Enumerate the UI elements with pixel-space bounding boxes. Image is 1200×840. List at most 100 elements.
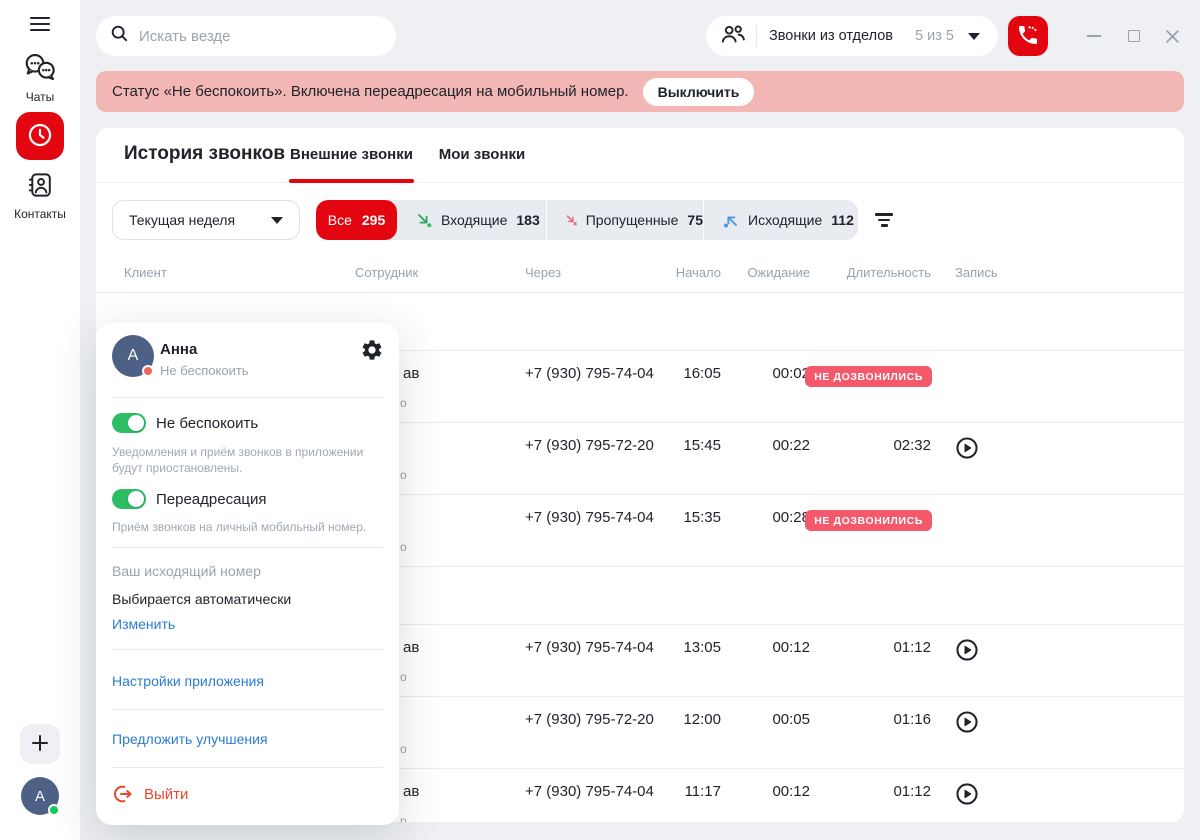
close-button[interactable] [1162, 27, 1182, 45]
banner-text: Статус «Не беспокоить». Включена переадр… [112, 83, 629, 100]
dnd-toggle-label: Не беспокоить [156, 415, 259, 432]
minimize-icon [1087, 35, 1101, 37]
column-duration: Длительность [846, 265, 931, 280]
user-menu-popup: A Анна Не беспокоить Не беспокоить Уведо… [96, 323, 399, 825]
card-header: История звонков Внешние звонки Мои звонк… [96, 128, 1184, 183]
filter-chip-missed[interactable]: Пропущенные 75 [546, 200, 703, 240]
filter-chip-incoming[interactable]: Входящие 183 [397, 200, 546, 240]
page-title: История звонков [124, 143, 286, 164]
filter-chip-all[interactable]: Все 295 [316, 200, 397, 240]
start-time: 15:45 [683, 437, 721, 454]
forwarding-toggle-label: Переадресация [156, 491, 267, 508]
sidebar-item-label: Контакты [14, 207, 66, 221]
column-record: Запись [955, 265, 998, 280]
minimize-button[interactable] [1084, 27, 1104, 45]
dnd-toggle[interactable] [112, 413, 146, 433]
call-duration: 01:12 [893, 639, 931, 656]
play-record-button[interactable] [953, 637, 981, 665]
logout-label: Выйти [144, 785, 189, 803]
table-header: Клиент Сотрудник Через Начало Ожидание Д… [96, 248, 1184, 292]
menu-icon[interactable] [30, 17, 50, 31]
filter-chip-outgoing[interactable]: Исходящие 112 [703, 200, 858, 240]
start-time: 16:05 [683, 365, 721, 382]
call-type-filter: Все 295 Входящие 183 Пропущенные 75 Ис [316, 200, 858, 240]
play-record-button[interactable] [953, 435, 981, 463]
start-time: 12:00 [683, 711, 721, 728]
wait-time: 00:02 [772, 365, 810, 382]
contacts-icon [25, 173, 55, 203]
close-icon [1165, 29, 1179, 43]
play-icon [956, 783, 978, 805]
outgoing-number-label: Ваш исходящий номер [112, 563, 261, 579]
chats-icon [22, 53, 58, 86]
table-row[interactable]: ав о +7 (930) 795-74-04 16:05 00:02 НЕ Д… [96, 350, 1184, 422]
online-status-dot [48, 804, 60, 816]
via-number: +7 (930) 795-74-04 [525, 639, 654, 656]
start-time: 11:17 [684, 783, 721, 800]
period-dropdown[interactable]: Текущая неделя [112, 200, 300, 240]
column-client: Клиент [124, 265, 167, 280]
table-row[interactable]: ав р +7 (930) 795-74-04 11:17 00:12 01:1… [96, 768, 1184, 822]
column-employee: Сотрудник [355, 265, 419, 280]
dialer-button[interactable] [1008, 16, 1048, 56]
outgoing-call-icon [724, 216, 737, 228]
start-time: 13:05 [683, 639, 721, 656]
avatar-letter: A [127, 347, 139, 364]
sort-filter-icon[interactable] [871, 208, 897, 232]
logout-button[interactable]: Выйти [112, 783, 188, 805]
employee-name: ав [403, 365, 420, 382]
sidebar-item-contacts[interactable]: Контакты [0, 171, 80, 221]
date-group-row [96, 566, 1184, 624]
sidebar-item-call-history[interactable] [16, 112, 64, 160]
table-row[interactable]: о +7 (930) 795-72-20 15:45 00:22 02:32 [96, 422, 1184, 494]
table-row[interactable]: о +7 (930) 795-74-04 15:35 00:28 НЕ ДОЗВ… [96, 494, 1184, 566]
play-icon [956, 437, 978, 459]
status-badge: НЕ ДОЗВОНИЛИСЬ [805, 510, 932, 531]
add-button[interactable] [20, 724, 60, 764]
divider [756, 25, 757, 47]
forwarding-toggle-description: Приём звонков на личный мобильный номер. [112, 520, 367, 534]
change-number-link[interactable]: Изменить [112, 616, 176, 632]
disable-dnd-button[interactable]: Выключить [642, 77, 755, 106]
column-via: Через [525, 265, 562, 280]
wait-time: 00:28 [772, 509, 810, 526]
tab-my-calls[interactable]: Мои звонки [438, 146, 526, 163]
via-number: +7 (930) 795-74-04 [525, 365, 654, 382]
department-filter-dropdown[interactable]: Звонки из отделов 5 из 5 [706, 16, 998, 56]
tab-external-calls[interactable]: Внешние звонки [290, 146, 413, 163]
sidebar-item-chats[interactable]: Чаты [0, 52, 80, 104]
period-label: Текущая неделя [129, 212, 236, 228]
play-record-button[interactable] [953, 781, 981, 809]
active-tab-underline [289, 179, 414, 183]
global-search[interactable] [96, 16, 396, 56]
employee-subtext: о [400, 540, 407, 554]
status-badge: НЕ ДОЗВОНИЛИСЬ [805, 366, 932, 387]
play-icon [956, 639, 978, 661]
forwarding-toggle[interactable] [112, 489, 146, 509]
sidebar: Чаты Контакты A [0, 0, 80, 840]
date-group-row [96, 292, 1184, 350]
user-name: Анна [160, 341, 198, 358]
user-avatar[interactable]: A [21, 777, 60, 816]
divider [112, 767, 383, 768]
employee-name: ав [403, 783, 420, 800]
table-row[interactable]: о +7 (930) 795-72-20 12:00 00:05 01:16 [96, 696, 1184, 768]
wait-time: 00:12 [772, 639, 810, 656]
divider [112, 397, 383, 398]
maximize-button[interactable] [1124, 27, 1144, 45]
user-avatar: A [112, 335, 154, 377]
suggest-improvements-link[interactable]: Предложить улучшения [112, 731, 268, 747]
play-record-button[interactable] [953, 709, 981, 737]
call-duration: 02:32 [893, 437, 931, 454]
wait-time: 00:12 [772, 783, 810, 800]
table-row[interactable]: ав о +7 (930) 795-74-04 13:05 00:12 01:1… [96, 624, 1184, 696]
dnd-toggle-description: Уведомления и приём звонков в приложении… [112, 445, 364, 476]
app-settings-link[interactable]: Настройки приложения [112, 673, 264, 689]
sidebar-item-label: Чаты [25, 90, 55, 104]
table-body: ав о +7 (930) 795-74-04 16:05 00:02 НЕ Д… [96, 292, 1184, 822]
chevron-down-icon [968, 32, 980, 40]
search-input[interactable] [139, 27, 369, 45]
settings-gear-button[interactable] [359, 338, 385, 364]
via-number: +7 (930) 795-74-04 [525, 783, 654, 800]
call-duration: 01:12 [893, 783, 931, 800]
